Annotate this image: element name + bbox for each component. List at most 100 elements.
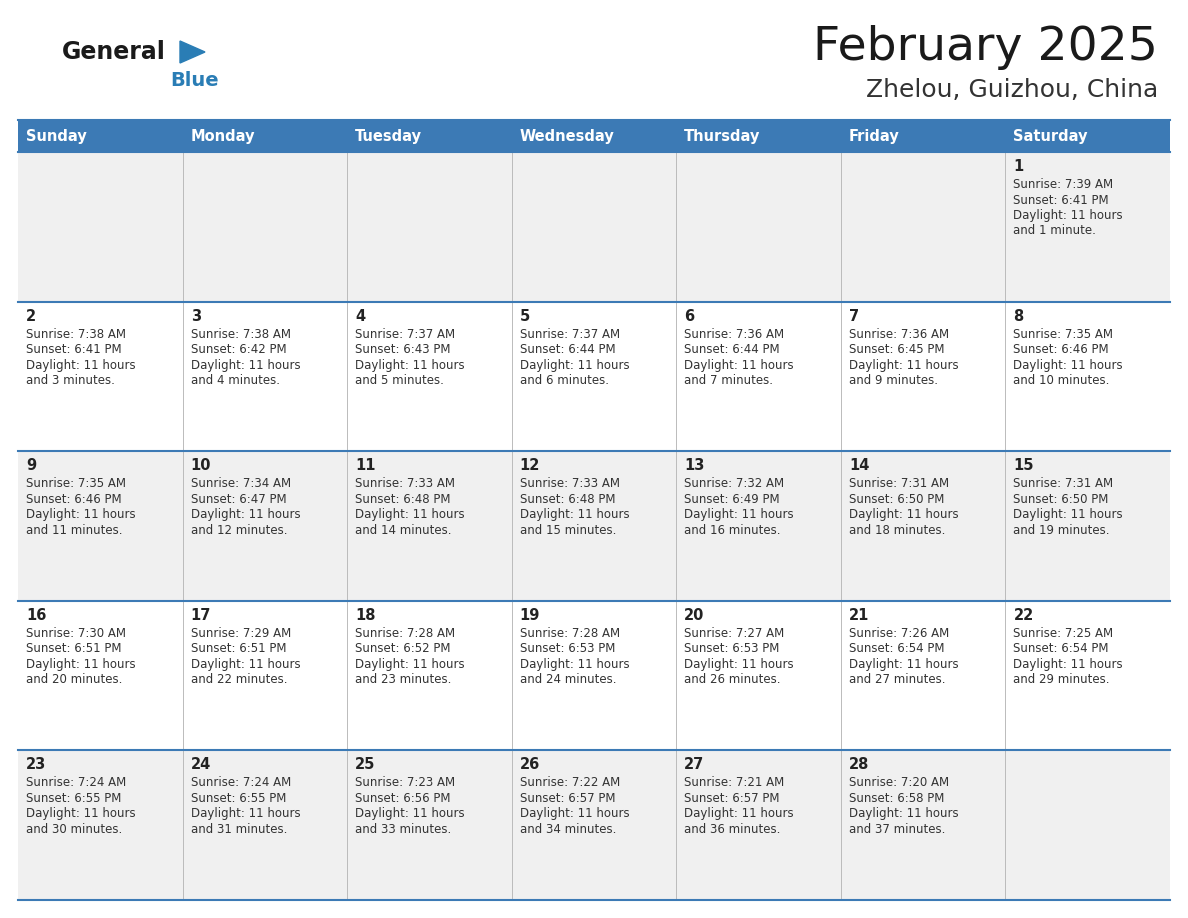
Text: Wednesday: Wednesday [519,129,614,143]
Text: and 11 minutes.: and 11 minutes. [26,523,122,537]
Text: Daylight: 11 hours: Daylight: 11 hours [519,658,630,671]
Text: Sunset: 6:49 PM: Sunset: 6:49 PM [684,493,779,506]
Bar [841,302,1005,452]
Text: Sunset: 6:46 PM: Sunset: 6:46 PM [26,493,121,506]
Bar [841,600,1005,750]
Text: Daylight: 11 hours: Daylight: 11 hours [519,359,630,372]
Bar [512,452,676,600]
Text: 2: 2 [26,308,36,324]
Bar [183,600,347,750]
Text: and 3 minutes.: and 3 minutes. [26,375,115,387]
Text: Sunrise: 7:20 AM: Sunrise: 7:20 AM [849,777,949,789]
Bar [676,452,841,600]
Bar [347,302,512,452]
Bar [183,302,347,452]
Text: Zhelou, Guizhou, China: Zhelou, Guizhou, China [866,78,1158,102]
Text: 25: 25 [355,757,375,772]
Text: Sunrise: 7:36 AM: Sunrise: 7:36 AM [849,328,949,341]
Text: Sunrise: 7:33 AM: Sunrise: 7:33 AM [355,477,455,490]
Text: Sunrise: 7:24 AM: Sunrise: 7:24 AM [26,777,126,789]
Bar [676,152,841,302]
Bar [18,152,183,302]
Text: Thursday: Thursday [684,129,760,143]
Bar [347,452,512,600]
Text: 21: 21 [849,608,870,622]
Text: and 30 minutes.: and 30 minutes. [26,823,122,836]
Text: Sunset: 6:44 PM: Sunset: 6:44 PM [519,343,615,356]
Text: 5: 5 [519,308,530,324]
Text: Daylight: 11 hours: Daylight: 11 hours [684,359,794,372]
Text: Sunrise: 7:25 AM: Sunrise: 7:25 AM [1013,627,1113,640]
Text: 26: 26 [519,757,541,772]
Text: and 12 minutes.: and 12 minutes. [190,523,287,537]
Text: 14: 14 [849,458,870,473]
Text: Sunset: 6:45 PM: Sunset: 6:45 PM [849,343,944,356]
Text: Sunrise: 7:31 AM: Sunrise: 7:31 AM [849,477,949,490]
Text: Daylight: 11 hours: Daylight: 11 hours [190,359,301,372]
Text: Sunset: 6:48 PM: Sunset: 6:48 PM [355,493,450,506]
Text: Daylight: 11 hours: Daylight: 11 hours [519,509,630,521]
Text: Sunset: 6:55 PM: Sunset: 6:55 PM [26,792,121,805]
Text: Sunset: 6:51 PM: Sunset: 6:51 PM [190,643,286,655]
Text: Sunset: 6:54 PM: Sunset: 6:54 PM [849,643,944,655]
Bar [183,120,347,152]
Text: Sunset: 6:44 PM: Sunset: 6:44 PM [684,343,779,356]
Text: Sunset: 6:43 PM: Sunset: 6:43 PM [355,343,450,356]
Bar [347,600,512,750]
Text: February 2025: February 2025 [813,26,1158,71]
Text: Sunrise: 7:29 AM: Sunrise: 7:29 AM [190,627,291,640]
Text: Sunset: 6:58 PM: Sunset: 6:58 PM [849,792,944,805]
Text: and 22 minutes.: and 22 minutes. [190,673,287,687]
Text: Sunrise: 7:21 AM: Sunrise: 7:21 AM [684,777,784,789]
Text: and 24 minutes.: and 24 minutes. [519,673,617,687]
Text: 12: 12 [519,458,541,473]
Text: Sunset: 6:41 PM: Sunset: 6:41 PM [26,343,121,356]
Text: 24: 24 [190,757,210,772]
Bar [841,120,1005,152]
Text: Daylight: 11 hours: Daylight: 11 hours [1013,359,1123,372]
Text: Daylight: 11 hours: Daylight: 11 hours [355,359,465,372]
Text: Daylight: 11 hours: Daylight: 11 hours [355,808,465,821]
Text: 27: 27 [684,757,704,772]
Bar [18,452,183,600]
Text: Saturday: Saturday [1013,129,1088,143]
Text: and 33 minutes.: and 33 minutes. [355,823,451,836]
Text: Daylight: 11 hours: Daylight: 11 hours [849,658,959,671]
Text: Sunrise: 7:34 AM: Sunrise: 7:34 AM [190,477,291,490]
Text: and 36 minutes.: and 36 minutes. [684,823,781,836]
Bar [841,152,1005,302]
Text: Daylight: 11 hours: Daylight: 11 hours [1013,209,1123,222]
Text: Sunset: 6:52 PM: Sunset: 6:52 PM [355,643,450,655]
Text: Tuesday: Tuesday [355,129,422,143]
Bar [183,152,347,302]
Text: Daylight: 11 hours: Daylight: 11 hours [684,509,794,521]
Text: and 18 minutes.: and 18 minutes. [849,523,946,537]
Bar [512,120,676,152]
Text: Daylight: 11 hours: Daylight: 11 hours [1013,658,1123,671]
Text: 16: 16 [26,608,46,622]
Text: and 20 minutes.: and 20 minutes. [26,673,122,687]
Text: and 15 minutes.: and 15 minutes. [519,523,617,537]
Text: Sunset: 6:54 PM: Sunset: 6:54 PM [1013,643,1108,655]
Text: and 10 minutes.: and 10 minutes. [1013,375,1110,387]
Text: 28: 28 [849,757,870,772]
Text: Daylight: 11 hours: Daylight: 11 hours [190,808,301,821]
Text: Daylight: 11 hours: Daylight: 11 hours [1013,509,1123,521]
Bar [1005,452,1170,600]
Text: Daylight: 11 hours: Daylight: 11 hours [190,658,301,671]
Text: and 9 minutes.: and 9 minutes. [849,375,937,387]
Text: and 5 minutes.: and 5 minutes. [355,375,444,387]
Text: and 29 minutes.: and 29 minutes. [1013,673,1110,687]
Text: 20: 20 [684,608,704,622]
Text: Daylight: 11 hours: Daylight: 11 hours [849,509,959,521]
Bar [18,120,183,152]
Text: Sunset: 6:57 PM: Sunset: 6:57 PM [684,792,779,805]
Text: Daylight: 11 hours: Daylight: 11 hours [849,808,959,821]
Bar [1005,152,1170,302]
Bar [347,152,512,302]
Text: Sunrise: 7:35 AM: Sunrise: 7:35 AM [26,477,126,490]
Text: and 34 minutes.: and 34 minutes. [519,823,617,836]
Text: Daylight: 11 hours: Daylight: 11 hours [355,658,465,671]
Bar [1005,120,1170,152]
Bar [1005,600,1170,750]
